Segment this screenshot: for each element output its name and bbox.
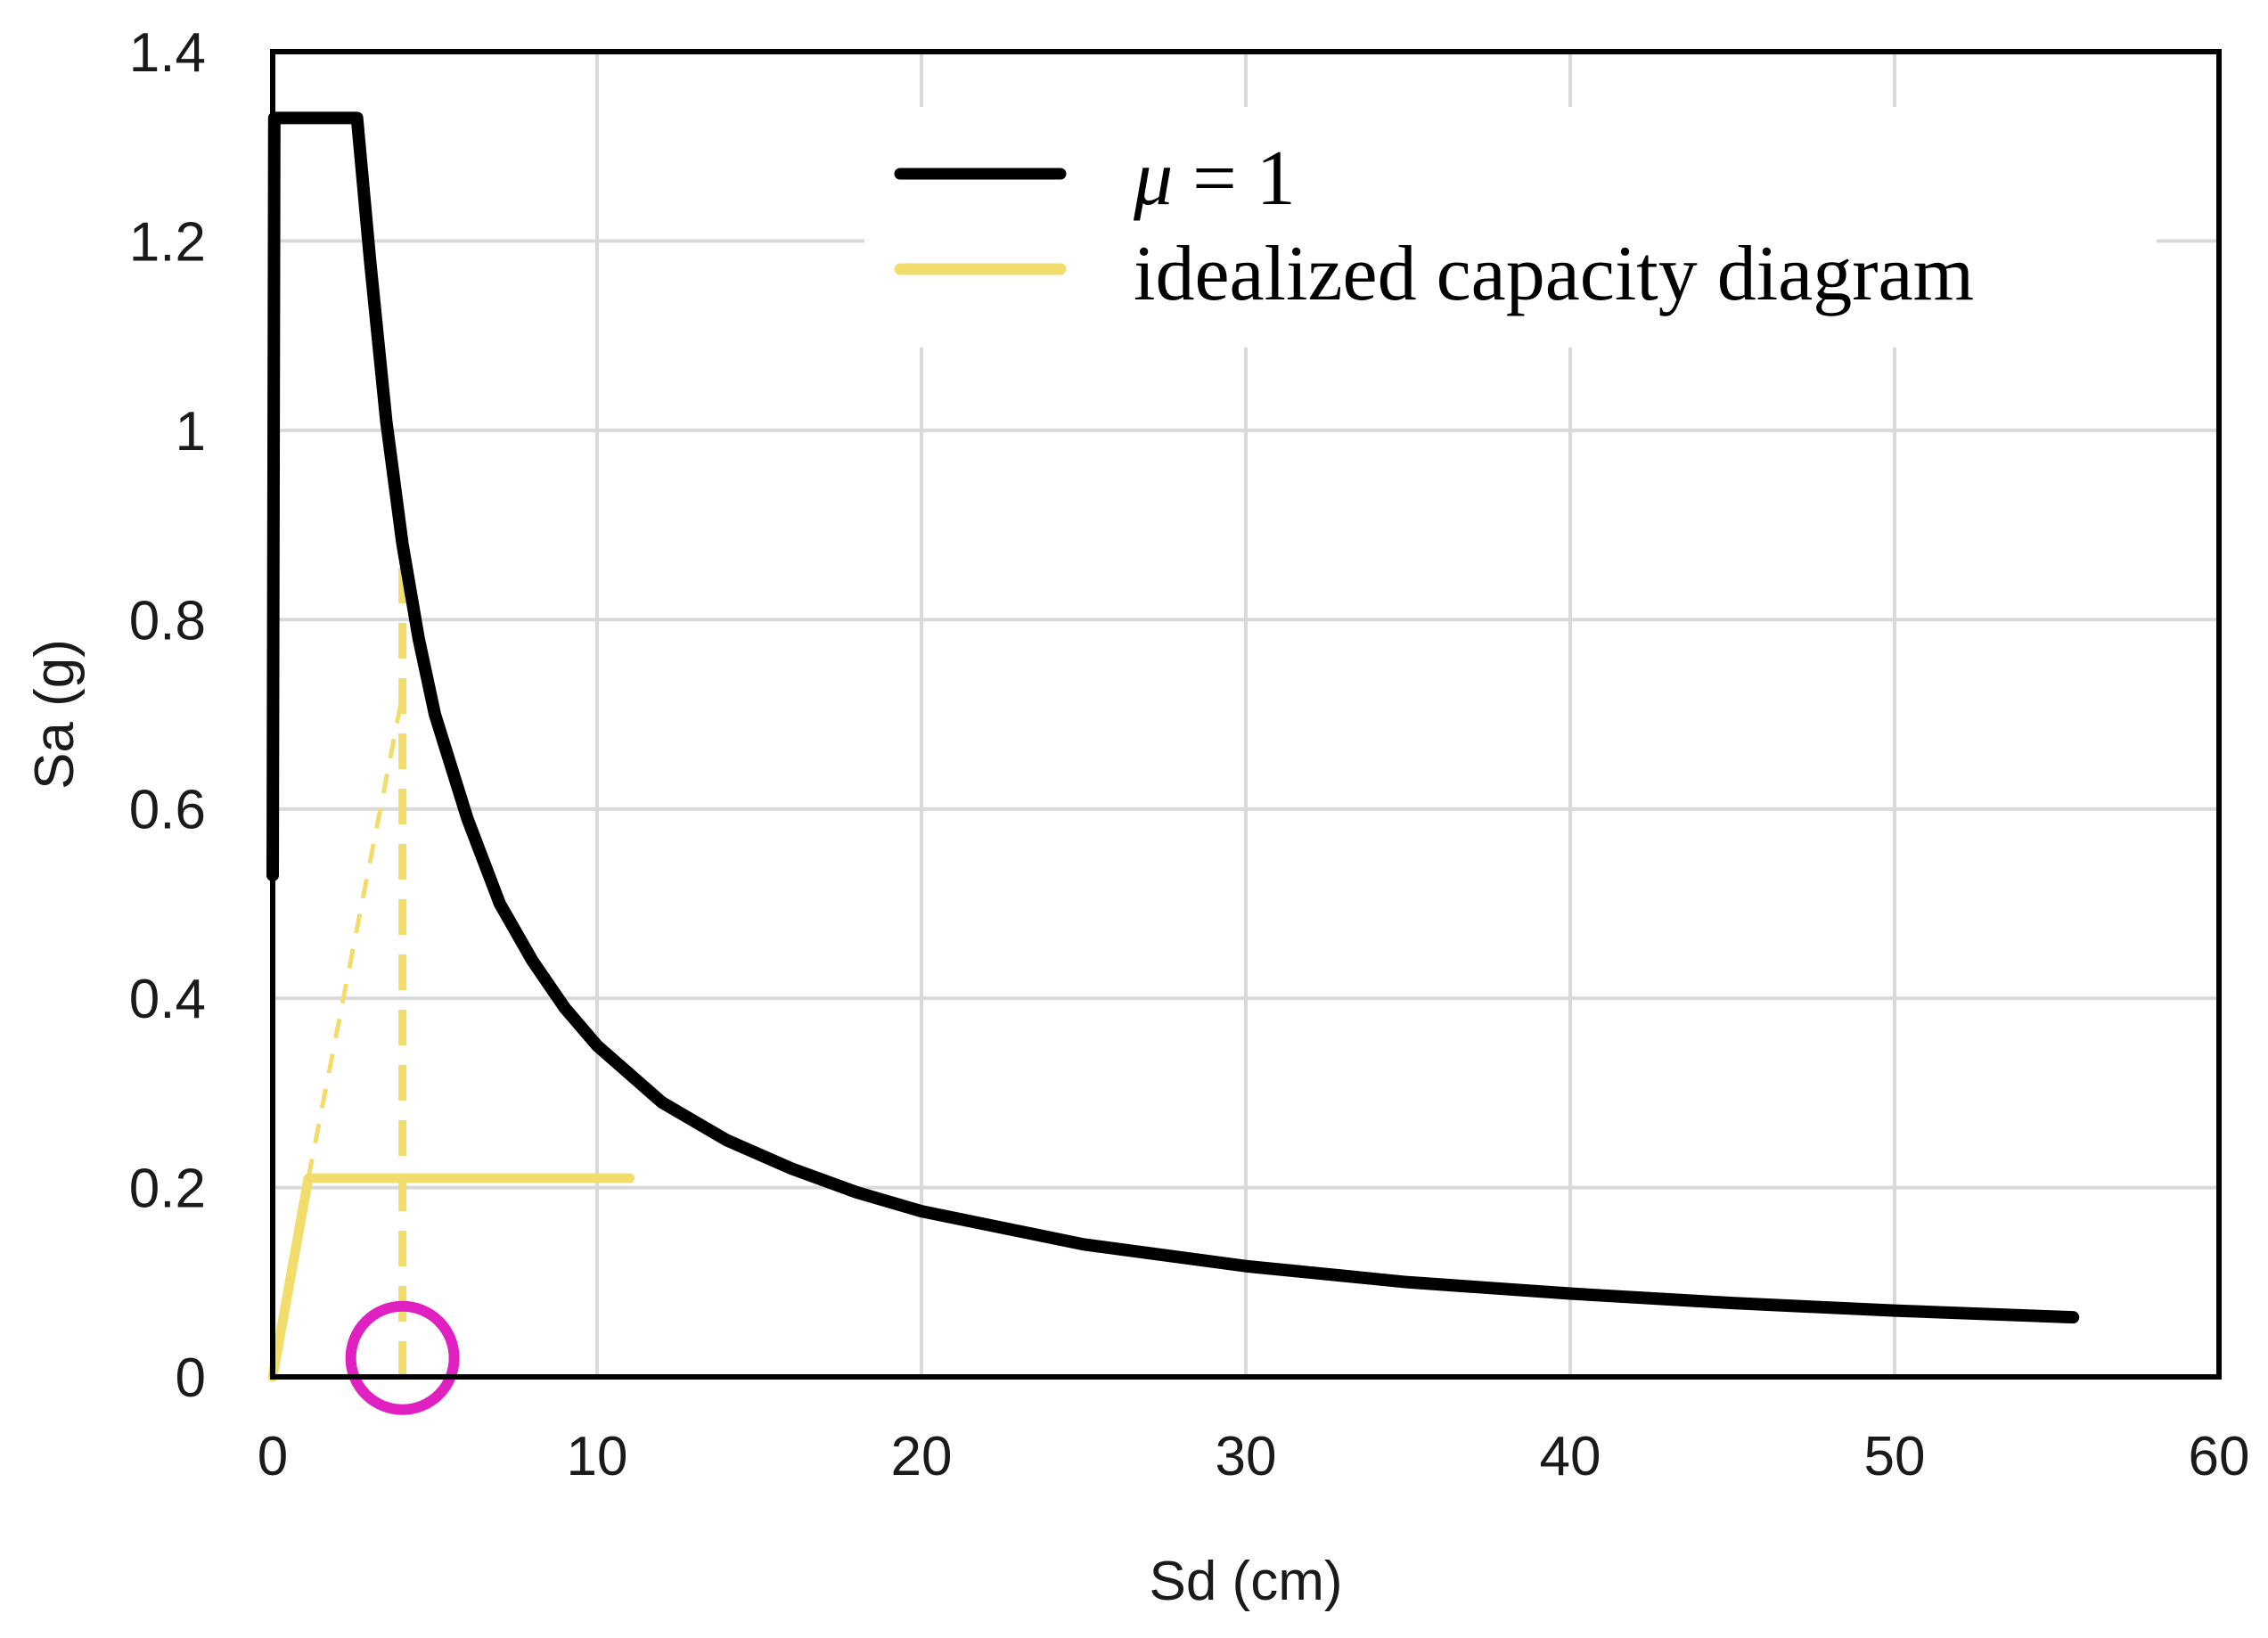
legend-mu-value: = 1 (1173, 135, 1296, 222)
y-tick-label: 1.4 (129, 22, 206, 84)
y-tick-label: 0.6 (129, 780, 206, 841)
y-tick-label: 0.2 (129, 1159, 206, 1220)
highlight-circle (345, 1300, 460, 1415)
series-line-idealized-capacity (267, 1173, 635, 1382)
y-axis-ticks: 0 0.2 0.4 0.6 0.8 1 1.2 1.4 (129, 22, 206, 1409)
series-line-mu-1 (266, 111, 2080, 1324)
y-axis-title: Sa (g) (24, 639, 86, 790)
series-layer (266, 111, 2080, 1382)
x-axis-ticks: 0 10 20 30 40 50 60 (258, 1426, 2250, 1487)
x-tick-label: 60 (2189, 1426, 2250, 1487)
y-tick-label: 0 (176, 1347, 206, 1409)
guide-line-elastic-extension (306, 694, 405, 1179)
x-tick-label: 30 (1216, 1426, 1277, 1487)
x-tick-label: 50 (1864, 1426, 1926, 1487)
legend: μ = 1 idealized capacity diagram (864, 107, 2157, 348)
annotation-layer (345, 1300, 460, 1415)
y-tick-label: 1.2 (129, 211, 206, 273)
x-tick-label: 40 (1540, 1426, 1601, 1487)
legend-label-capacity: idealized capacity diagram (1134, 231, 1974, 317)
y-tick-label: 0.8 (129, 590, 206, 651)
y-tick-label: 0.4 (129, 969, 206, 1030)
y-tick-label: 1 (176, 401, 206, 463)
x-tick-label: 10 (567, 1426, 628, 1487)
x-tick-label: 0 (258, 1426, 288, 1487)
legend-mu-symbol: μ (1133, 135, 1173, 222)
legend-background (864, 107, 2157, 348)
x-axis-title: Sd (cm) (1150, 1551, 1343, 1612)
legend-label-mu: μ = 1 (1133, 135, 1296, 222)
plot-area-border (270, 49, 2222, 1380)
x-tick-label: 20 (891, 1426, 953, 1487)
